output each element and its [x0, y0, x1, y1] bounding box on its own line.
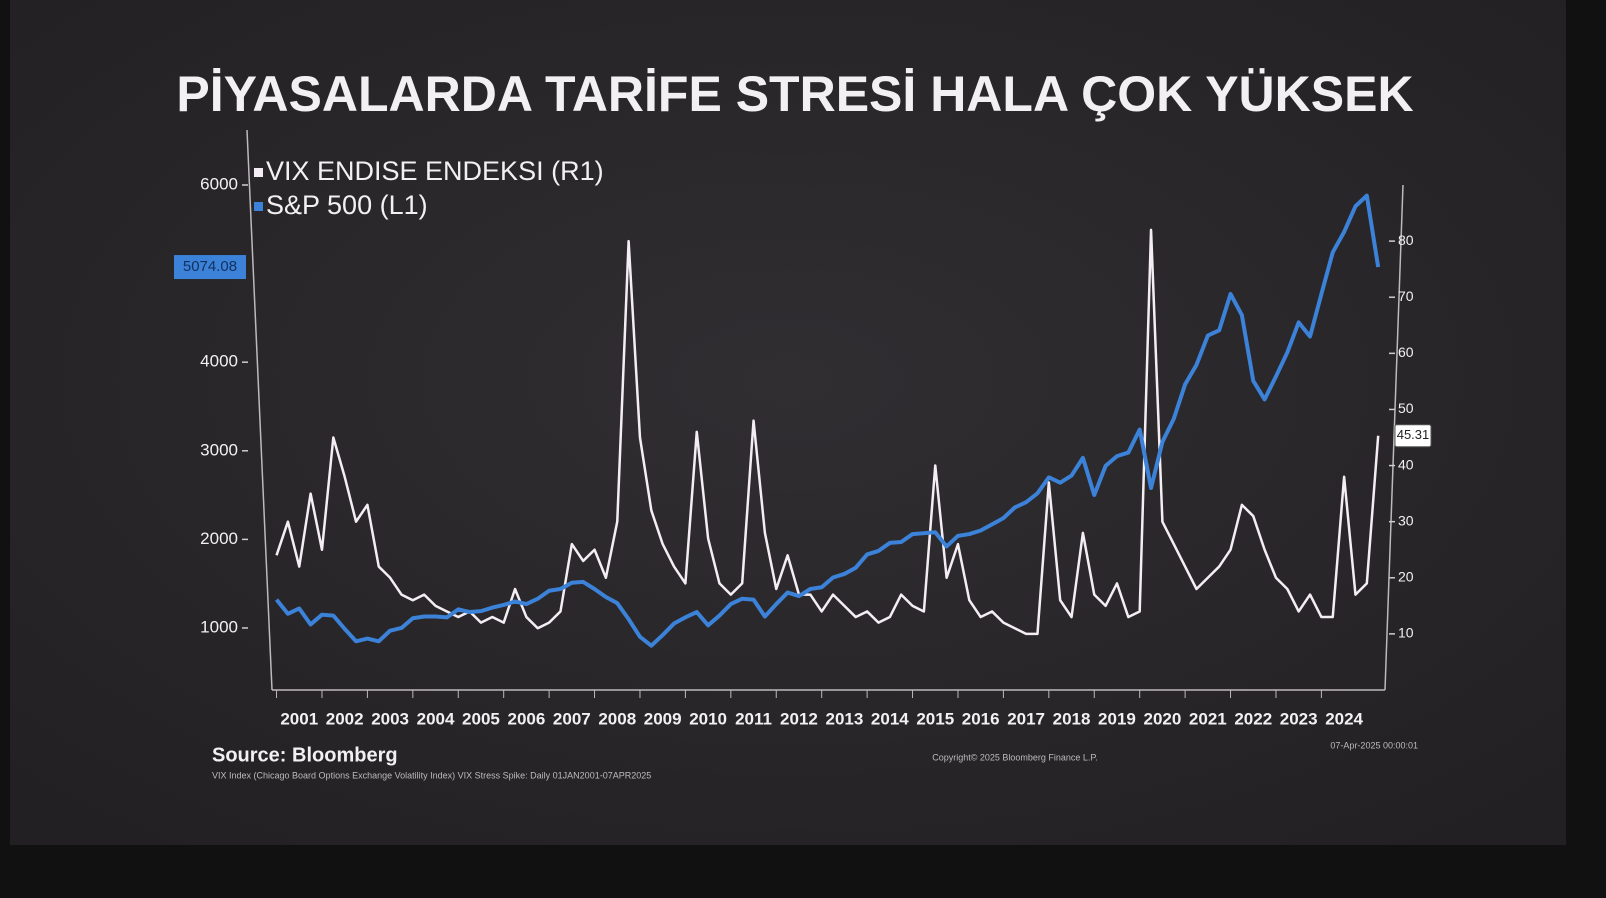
- left-axis: [246, 129, 273, 691]
- legend-label: S&P 500 (L1): [266, 190, 428, 220]
- last-value-box: [174, 255, 246, 280]
- y2-tick-label: 80: [1398, 232, 1414, 248]
- x-tick-label: 2008: [598, 709, 636, 728]
- x-tick-label: 2021: [1189, 709, 1227, 728]
- y2-tick-label: 30: [1398, 512, 1414, 528]
- last-value-label: 45.31: [1397, 427, 1430, 442]
- screen: [10, 0, 1566, 845]
- x-tick-label: 2018: [1053, 709, 1091, 728]
- y-tick-label: 3000: [200, 440, 238, 459]
- y2-tick-label: 70: [1398, 288, 1414, 304]
- x-tick-label: 2005: [462, 709, 500, 728]
- y-tick-label: 4000: [200, 352, 238, 371]
- x-tick-label: 2015: [916, 709, 954, 728]
- x-tick-label: 2004: [417, 709, 455, 728]
- y2-tick-label: 10: [1398, 625, 1414, 641]
- y-tick-label: 2000: [200, 529, 238, 548]
- chart-title: PİYASALARDA TARİFE STRESİ HALA ÇOK YÜKSE…: [176, 66, 1413, 122]
- footnote: VIX Index (Chicago Board Options Exchang…: [212, 770, 651, 780]
- y-tick-label: 6000: [200, 174, 238, 193]
- series-line: [275, 228, 1380, 636]
- legend-swatch: [254, 202, 263, 211]
- legend-swatch: [254, 168, 263, 177]
- x-tick-label: 2002: [326, 709, 364, 728]
- x-tick-label: 2006: [507, 709, 545, 728]
- last-value-box: [1394, 424, 1432, 448]
- x-tick-label: 2017: [1007, 709, 1045, 728]
- x-tick-label: 2019: [1098, 709, 1136, 728]
- y-tick-label: 1000: [200, 617, 238, 636]
- y2-tick-label: 20: [1398, 568, 1414, 584]
- x-tick-label: 2011: [735, 709, 772, 728]
- x-tick-label: 2009: [644, 709, 682, 728]
- x-tick-label: 2023: [1280, 709, 1318, 728]
- y2-tick-label: 50: [1398, 400, 1414, 416]
- x-tick-label: 2022: [1234, 709, 1272, 728]
- x-tick-label: 2013: [825, 709, 863, 728]
- x-tick-label: 2016: [962, 709, 1000, 728]
- x-tick-label: 2020: [1143, 709, 1181, 728]
- source: Source: Bloomberg: [212, 744, 398, 766]
- last-value-label: 5074.08: [183, 258, 237, 275]
- series-line: [274, 193, 1381, 648]
- x-tick-label: 2003: [371, 709, 409, 728]
- x-tick-label: 2012: [780, 709, 818, 728]
- timestamp: 07-Apr-2025 00:00:01: [1330, 740, 1418, 750]
- x-tick-label: 2024: [1325, 709, 1363, 728]
- copyright: Copyright© 2025 Bloomberg Finance L.P.: [932, 752, 1098, 762]
- legend-label: VIX ENDISE ENDEKSI (R1): [266, 156, 604, 186]
- x-tick-label: 2007: [553, 709, 591, 728]
- x-tick-label: 2010: [689, 709, 727, 728]
- right-axis: [1384, 184, 1404, 691]
- y2-tick-label: 40: [1398, 456, 1414, 472]
- x-tick-label: 2001: [280, 709, 318, 728]
- x-tick-label: 2014: [871, 709, 909, 728]
- y2-tick-label: 60: [1398, 344, 1414, 360]
